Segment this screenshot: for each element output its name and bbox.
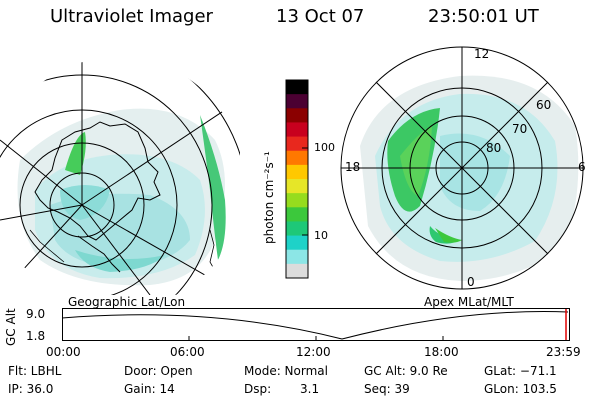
colorbar-segment: [286, 94, 308, 109]
altitude-tick-high: 9.0: [26, 307, 46, 321]
time-tick-0000: 00:00: [46, 345, 81, 359]
mlat-label-70: 70: [512, 122, 528, 136]
date-label: 13 Oct 07: [276, 6, 365, 27]
color-scale-bar: [285, 79, 309, 279]
time-tick-0600: 06:00: [170, 345, 205, 359]
colorbar-segment: [286, 235, 308, 251]
mlt-label-0: 0: [467, 275, 475, 289]
time-tick-1200: 12:00: [296, 345, 331, 359]
colorbar-segment: [286, 193, 308, 208]
colorbar-segment: [286, 207, 308, 222]
apex-polar-map: [340, 46, 584, 290]
colorbar-segment: [286, 221, 308, 237]
time-tick-1800: 18:00: [424, 345, 459, 359]
colorbar-segment: [286, 80, 308, 95]
altitude-tick-low: 1.8: [26, 329, 46, 343]
colorbar-segment: [286, 122, 308, 138]
left-map-caption: Geographic Lat/Lon: [68, 295, 186, 309]
filter-info: Flt: LBHL: [8, 364, 62, 378]
colorbar-segment: [286, 263, 308, 279]
glat-info: GLat: −71.1: [484, 364, 557, 378]
colorbar-segment: [286, 164, 308, 180]
colorbar-segment: [286, 249, 308, 265]
colorbar-unit-label: photon cm⁻²s⁻¹: [262, 151, 276, 244]
altitude-timeline-plot: [62, 308, 570, 341]
instrument-title: Ultraviolet Imager: [50, 6, 213, 27]
right-map-caption: Apex MLat/MLT: [424, 295, 514, 309]
dsp-label: Dsp:: [244, 382, 272, 396]
gain-info: Gain: 14: [124, 382, 175, 396]
altitude-axis-label: GC Alt: [4, 308, 18, 346]
mlat-label-80: 80: [486, 141, 502, 155]
dsp-value: 3.1: [300, 382, 320, 396]
colorbar-tick-100: 100: [314, 141, 335, 154]
glon-info: GLon: 103.5: [484, 382, 557, 396]
mlt-label-6: 6: [578, 160, 586, 174]
seq-info: Seq: 39: [364, 382, 410, 396]
colorbar-segment: [286, 108, 308, 123]
time-tick-2359: 23:59: [546, 345, 581, 359]
colorbar-segment: [286, 150, 308, 166]
mlt-label-18: 18: [345, 160, 361, 174]
mode-info: Mode: Normal: [244, 364, 328, 378]
mlt-label-12: 12: [474, 47, 490, 61]
mlat-label-60: 60: [536, 98, 552, 112]
colorbar-segment: [286, 179, 308, 194]
geographic-map: [0, 57, 240, 295]
time-label: 23:50:01 UT: [428, 6, 539, 27]
colorbar-tick-10: 10: [314, 229, 328, 242]
gc-alt-info: GC Alt: 9.0 Re: [364, 364, 448, 378]
ip-info: IP: 36.0: [8, 382, 54, 396]
colorbar-segment: [286, 136, 308, 152]
door-info: Door: Open: [124, 364, 193, 378]
